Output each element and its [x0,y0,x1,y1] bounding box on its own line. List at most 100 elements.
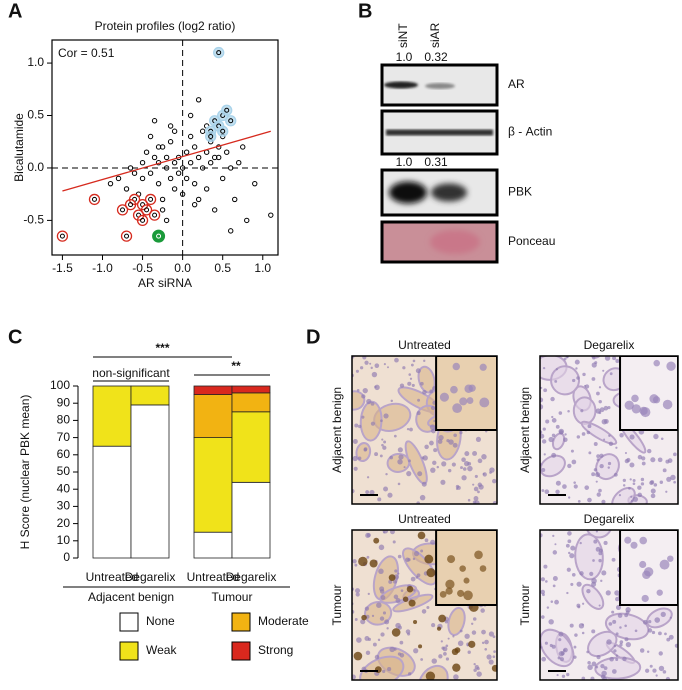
nucleus [448,439,454,445]
stained-nucleus [353,651,363,661]
nucleus [640,482,645,486]
nucleus [651,630,656,635]
nucleus [429,440,434,446]
nucleus [379,616,385,621]
nucleus [662,468,667,473]
point-core [220,128,226,134]
nucleus [596,655,601,660]
nucleus [405,629,411,634]
nucleus [410,363,414,367]
image-frame [351,355,498,505]
inset-nucleus [479,565,487,572]
nucleus [453,674,459,680]
nucleus [568,551,571,555]
nucleus [579,571,584,576]
nucleus [605,590,611,596]
nucleus [429,424,436,430]
nucleus [666,637,671,642]
nucleus [365,490,370,494]
nucleus [600,579,603,582]
inset-nucleus [452,362,461,371]
nucleus [673,452,677,457]
stained-nucleus [436,626,442,631]
nucleus [461,457,466,462]
nucleus [577,605,581,609]
nucleus [632,496,639,502]
bar-segment [193,394,233,439]
nucleus [573,655,577,659]
nucleus [657,457,663,463]
point [236,160,242,166]
nucleus [461,475,467,481]
nucleus [467,461,472,466]
nucleus [358,424,362,429]
nucleus [410,576,416,582]
nucleus [584,485,590,490]
nucleus [486,654,492,660]
nucleus [574,633,578,637]
nucleus [634,629,638,633]
nucleus [405,557,410,563]
point-core [224,107,230,113]
inset-nucleus [452,403,463,414]
inset [435,356,497,431]
nucleus [492,478,497,484]
nucleus [543,564,548,569]
point [211,207,218,213]
nucleus [625,641,632,648]
inset-nucleus [641,594,649,603]
nucleus [619,626,622,629]
nucleus [624,451,628,455]
stained-nucleus [413,620,418,625]
nucleus [591,472,596,477]
nucleus [362,356,367,360]
nucleus [421,609,427,614]
nucleus [413,648,419,654]
nucleus [586,588,591,594]
nucleus [484,639,489,645]
nucleus [649,480,654,486]
point-core [156,233,162,239]
stained-nucleus [408,599,416,607]
nucleus [551,452,557,458]
nucleus [639,648,645,653]
nucleus [365,650,371,656]
nucleus [666,476,672,482]
nucleus [565,543,570,548]
nucleus [609,372,613,376]
nucleus [596,454,601,459]
sig-label: *** [155,341,169,355]
nucleus [555,489,560,495]
nucleus [415,576,419,579]
nucleus [480,608,485,613]
sig-label: non-significant [92,366,170,380]
nucleus [374,385,377,389]
blot-strip [380,109,499,156]
nucleus [417,471,423,477]
y-tick-label: 10 [57,533,71,547]
nucleus [543,388,548,393]
nucleus [393,579,397,584]
nucleus [492,655,496,659]
nucleus [422,389,427,395]
nucleus [618,494,622,497]
nucleus [599,548,603,553]
nucleus [475,436,482,442]
nucleus [392,540,396,544]
nucleus [420,549,424,553]
nucleus [364,606,370,611]
nucleus [406,427,410,431]
nucleus [658,665,665,672]
y-tick-label: 70 [57,430,71,444]
stained-nucleus [452,663,461,672]
nucleus [581,631,585,635]
point-core [140,217,146,223]
nucleus [356,388,360,392]
nucleus [540,615,545,619]
point [151,118,158,124]
nucleus [615,446,618,449]
fit-line [62,130,271,192]
nucleus [558,638,562,642]
nucleus [665,676,671,680]
